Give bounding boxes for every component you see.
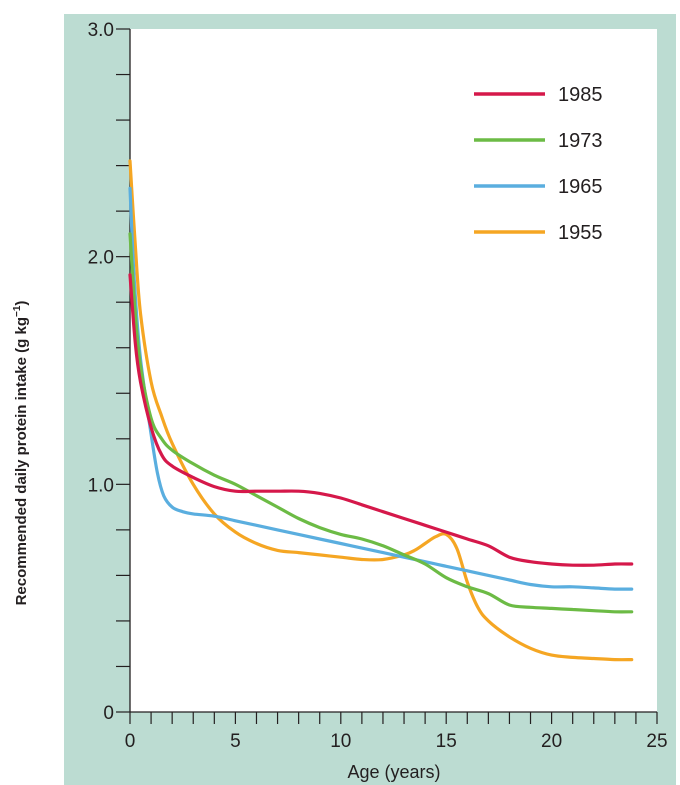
x-axis-title: Age (years) [347, 762, 440, 782]
legend-label-1973: 1973 [558, 130, 603, 152]
series-line-1955 [128, 159, 634, 662]
series-line-1985 [128, 273, 634, 567]
y-axis-title-tail: ) [13, 301, 30, 306]
axes: 0 1.0 2.0 3.0 0 5 10 15 20 25 [88, 20, 668, 752]
x-tick-label: 10 [330, 731, 351, 752]
x-tick-label: 25 [646, 731, 667, 752]
y-tick-label: 3.0 [88, 20, 114, 41]
legend: 1985 1973 1965 1955 [474, 84, 603, 244]
y-axis-title-main: Recommended daily protein intake (g kg [13, 317, 30, 605]
series-line-1965 [128, 186, 634, 591]
y-axis-title-superscript: −1 [12, 305, 23, 317]
y-axis-title: Recommended daily protein intake (g kg−1… [12, 301, 30, 606]
x-tick-label: 20 [541, 731, 562, 752]
legend-label-1985: 1985 [558, 84, 603, 106]
legend-label-1965: 1965 [558, 176, 603, 198]
x-tick-label: 15 [436, 731, 457, 752]
series-lines [128, 159, 634, 662]
legend-label-1955: 1955 [558, 222, 603, 244]
y-tick-label: 1.0 [88, 475, 114, 496]
y-tick-label: 0 [103, 703, 114, 724]
series-line-1973 [128, 232, 634, 614]
x-tick-label: 5 [230, 731, 241, 752]
y-tick-label: 2.0 [88, 248, 114, 269]
x-tick-label: 0 [125, 731, 136, 752]
plot-area-background [130, 29, 657, 712]
